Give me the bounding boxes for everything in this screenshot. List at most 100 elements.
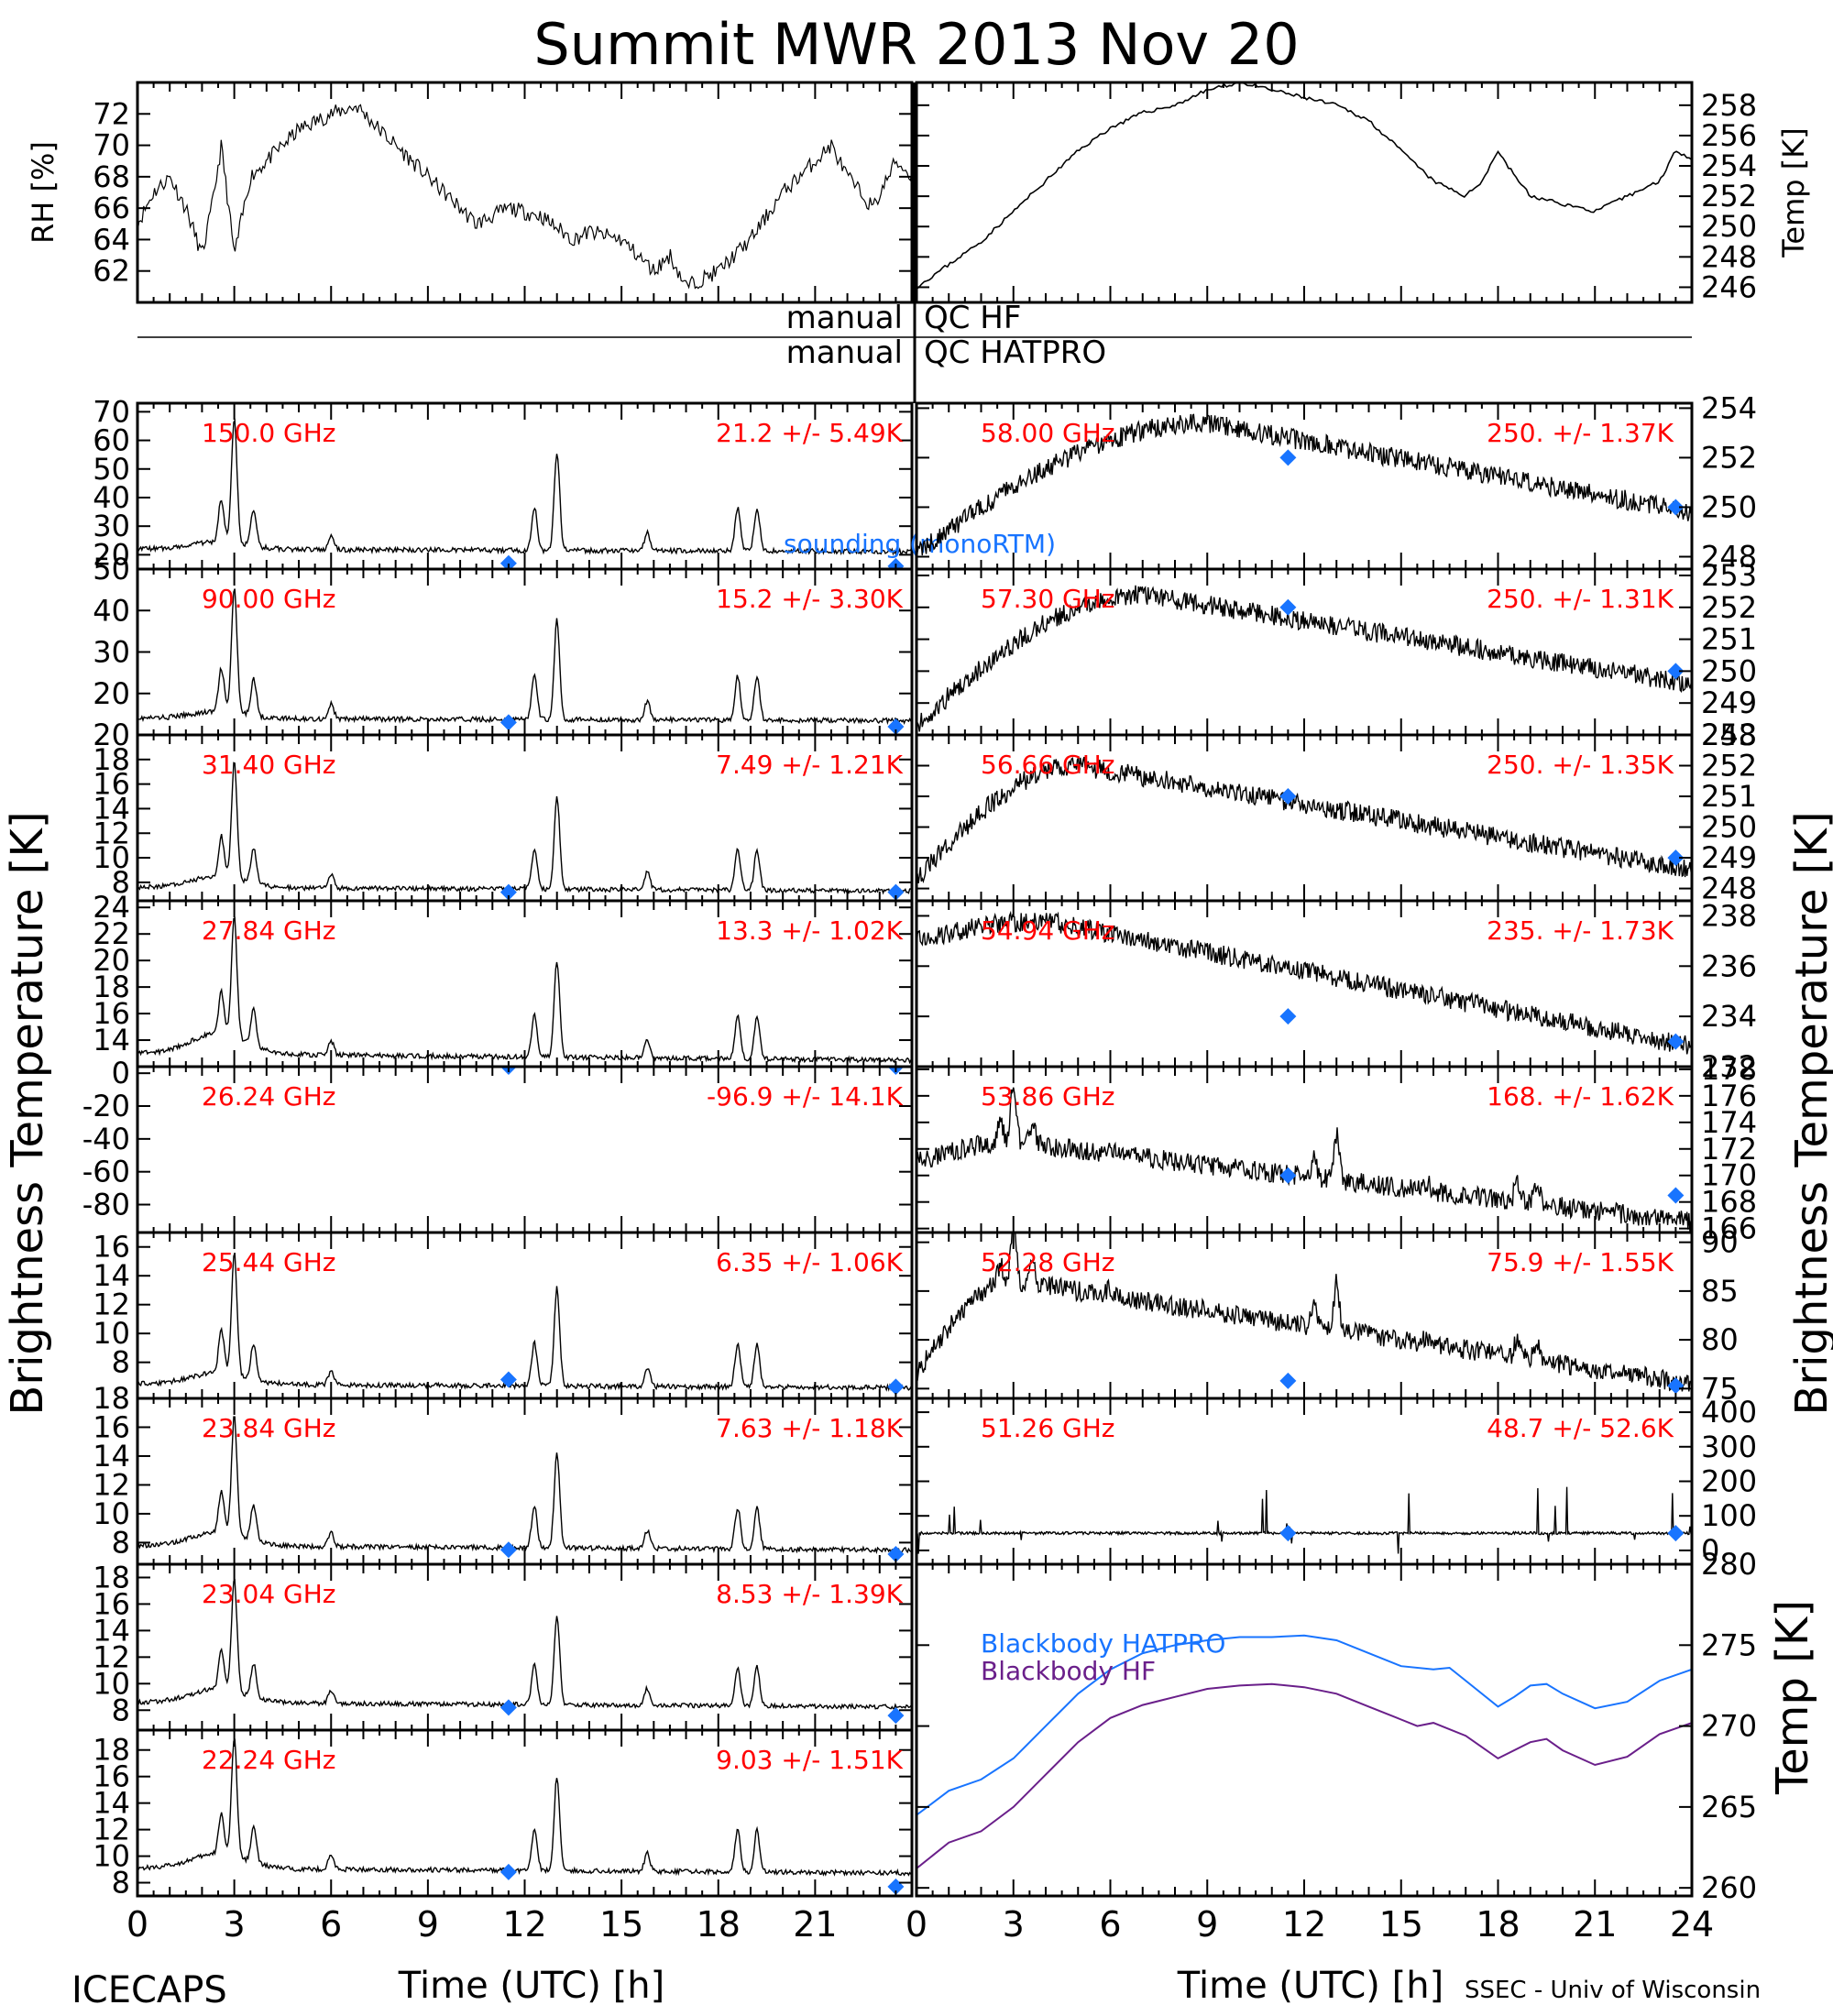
left-channel-0-ytick-label: 20 <box>93 537 130 572</box>
sounding-marker <box>1667 1377 1685 1395</box>
left-channel-1-ytick-label: 30 <box>93 635 130 670</box>
channel-freq-label: 57.30 GHz <box>981 584 1115 614</box>
right-channel-1-ytick-label: 249 <box>1701 685 1757 720</box>
left-channel-7-ytick-label: 10 <box>93 1666 130 1701</box>
blackbody-panel-ytick-label: 280 <box>1701 1547 1757 1582</box>
blackbody-panel-xtick-label: 15 <box>1379 1904 1423 1945</box>
sounding-marker <box>499 1541 517 1559</box>
channel-freq-label: 150.0 GHz <box>202 418 336 448</box>
blackbody-ylabel: Temp [K] <box>1767 1600 1818 1795</box>
airtemp-ylabel: Temp [K] <box>1776 127 1811 257</box>
left-channel-4-ytick-label: 0 <box>112 1056 130 1090</box>
right-channel-6-traces <box>916 1486 1692 1554</box>
sounding-marker <box>1667 499 1685 516</box>
airtemp-panel-ytick-label: 250 <box>1701 209 1757 244</box>
left-channel-8-ytick-label: 8 <box>112 1866 130 1901</box>
airtemp-panel-ytick-label: 246 <box>1701 269 1757 304</box>
right-channel-4-ytick-label: 172 <box>1701 1132 1757 1167</box>
right-channel-6-ytick-label: 300 <box>1701 1430 1757 1464</box>
blackbody-legend-1: Blackbody HF <box>981 1656 1156 1686</box>
rh-panel-ytick-label: 62 <box>93 254 130 289</box>
sounding-marker <box>1279 1167 1297 1184</box>
channel-freq-label: 25.44 GHz <box>202 1247 336 1277</box>
blackbody-panel-xtick-label: 18 <box>1476 1904 1520 1945</box>
rh-panel-ticks <box>137 82 913 302</box>
sounding-marker <box>1667 1033 1685 1050</box>
left-channel-5-ytick-label: 12 <box>93 1287 130 1322</box>
right-channel-0-ytick-label: 252 <box>1701 440 1757 475</box>
rh-panel-traces <box>137 104 912 290</box>
airtemp-line <box>916 82 1692 290</box>
left-channel-6-ytick-label: 16 <box>93 1409 130 1444</box>
left-channel-8-xtick-label: 6 <box>320 1904 342 1945</box>
channel-stats-label: 7.63 +/- 1.18K <box>716 1413 903 1443</box>
left-channel-3-ytick-label: 20 <box>93 943 130 978</box>
channel-freq-label: 90.00 GHz <box>202 584 336 614</box>
airtemp-panel-ytick-label: 256 <box>1701 118 1757 153</box>
right-channel-4-ytick-label: 170 <box>1701 1158 1757 1193</box>
left-channel-3-ytick-label: 24 <box>93 890 130 925</box>
blackbody-panel: 260 265 270 275 280 0 3 6 9 12 15 18 21 24 Blackbody H… <box>906 1547 1818 1945</box>
left-channel-7-traces <box>137 1578 912 1725</box>
channel-freq-label: 54.94 GHz <box>981 915 1115 946</box>
right-channel-6-ytick-label: 0 <box>1701 1533 1719 1568</box>
right-channel-5-ytick-label: 80 <box>1701 1322 1739 1357</box>
left-channel-7-ytick-label: 12 <box>93 1639 130 1674</box>
channel-stats-label: 7.49 +/- 1.21K <box>716 750 903 780</box>
rh-line <box>137 104 912 290</box>
airtemp-panel-traces <box>916 82 1692 290</box>
left-channel-4: -80-60-40-200 26.24 GHz -96.9 +/- 14.1K <box>82 1056 914 1234</box>
left-channel-6-ytick-label: 18 <box>93 1381 130 1416</box>
right-channel-4-ytick-label: 174 <box>1701 1105 1757 1140</box>
right-channel-0-traces <box>916 413 1692 562</box>
left-channel-4-ytick-label: -80 <box>82 1188 130 1222</box>
blackbody-line-1 <box>916 1682 1692 1869</box>
right-channel-5-ytick-label: 90 <box>1701 1225 1739 1260</box>
left-channel-trace <box>137 1416 912 1555</box>
right-channel-3-ytick-label: 236 <box>1701 948 1757 983</box>
rh-panel-ytick-label: 68 <box>93 159 130 194</box>
right-channel-4-ytick-label: 168 <box>1701 1185 1757 1220</box>
right-channel-0: 248 250 252 254 58.00 GHz 250. +/- 1.37K <box>915 390 1757 574</box>
blackbody-panel-frame <box>915 1562 1694 1898</box>
sounding-marker <box>1667 1187 1685 1204</box>
left-channel-6-traces <box>137 1416 912 1562</box>
left-channel-2-ytick-label: 8 <box>112 865 130 900</box>
blackbody-panel-xtick-label: 3 <box>1003 1904 1025 1945</box>
right-channel-trace <box>916 910 1692 1055</box>
left-channel-3-ytick-label: 16 <box>93 996 130 1031</box>
airtemp-panel-frame <box>915 81 1694 304</box>
sounding-marker <box>1279 598 1297 616</box>
right-channel-2-ytick-label: 248 <box>1701 871 1757 906</box>
channel-stats-label: 250. +/- 1.35K <box>1487 750 1674 780</box>
right-channel-1-ytick-label: 251 <box>1701 622 1757 657</box>
right-channel-trace <box>916 585 1692 735</box>
blackbody-line-0 <box>916 1634 1692 1816</box>
channel-stats-label: 168. +/- 1.62K <box>1487 1081 1674 1112</box>
right-channel-0-ytick-label: 254 <box>1701 390 1757 425</box>
left-channel-8-ytick-label: 14 <box>93 1786 130 1821</box>
left-channel-0-ytick-label: 30 <box>93 509 130 543</box>
qc-label-left: manual <box>786 334 903 371</box>
left-channel-8-ytick-label: 12 <box>93 1813 130 1847</box>
left-channel-8-xtick-label: 21 <box>793 1904 837 1945</box>
left-channel-0-ytick-label: 60 <box>93 423 130 458</box>
right-channel-3: 232 234 236 238 54.94 GHz 235. +/- 1.73K <box>915 898 1757 1084</box>
sounding-marker <box>1279 449 1297 466</box>
left-channel-2-ytick-label: 12 <box>93 816 130 850</box>
left-channel-2-ytick-label: 18 <box>93 742 130 777</box>
left-channel-8-frame <box>136 1728 914 1898</box>
rh-ylabel: RH [%] <box>26 141 60 244</box>
sounding-marker <box>1279 1525 1297 1542</box>
blackbody-panel-ytick-label: 270 <box>1701 1709 1757 1744</box>
left-channel-3-ytick-label: 22 <box>93 916 130 951</box>
left-channel-8-xtick-label: 9 <box>417 1904 439 1945</box>
right-channel-6-ytick-label: 200 <box>1701 1464 1757 1499</box>
right-channel-1-traces <box>916 585 1692 735</box>
sounding-marker <box>1667 663 1685 680</box>
